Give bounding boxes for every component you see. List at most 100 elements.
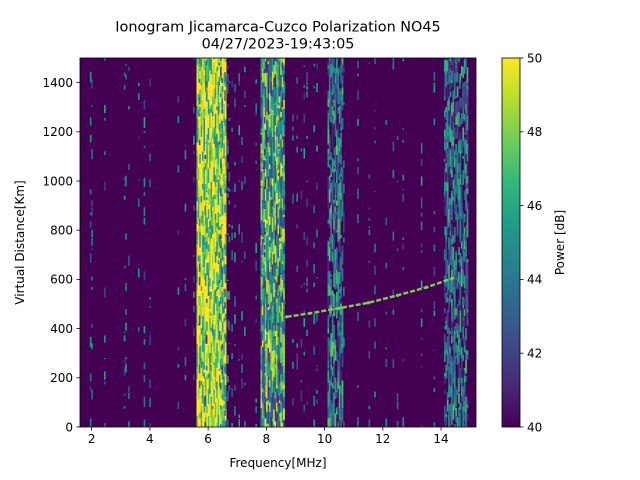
heatmap-cell bbox=[149, 179, 151, 187]
heatmap-cell bbox=[456, 58, 459, 60]
heatmap-cell bbox=[463, 376, 466, 382]
heatmap-cell bbox=[209, 311, 211, 316]
heatmap-cell bbox=[276, 192, 278, 204]
heatmap-cell bbox=[280, 243, 283, 249]
heatmap-cell bbox=[269, 295, 271, 310]
heatmap-cell bbox=[263, 88, 266, 97]
heatmap-cell bbox=[283, 401, 285, 409]
heatmap-cell bbox=[443, 284, 446, 291]
heatmap-cell bbox=[264, 261, 267, 273]
heatmap-cell bbox=[196, 290, 199, 306]
heatmap-cell bbox=[184, 357, 187, 366]
heatmap-cell bbox=[277, 407, 280, 413]
heatmap-cell bbox=[328, 58, 331, 61]
heatmap-cell bbox=[203, 58, 206, 70]
heatmap-cell bbox=[221, 109, 224, 114]
heatmap-cell bbox=[276, 183, 278, 193]
heatmap-cell bbox=[227, 419, 229, 427]
heatmap-cell bbox=[334, 282, 337, 290]
heatmap-cell bbox=[203, 141, 206, 151]
heatmap-cell bbox=[264, 363, 267, 377]
heatmap-cell bbox=[445, 202, 448, 206]
heatmap-cell bbox=[206, 203, 209, 207]
heatmap-cell bbox=[223, 291, 226, 304]
heatmap-cell bbox=[273, 212, 275, 217]
heatmap-cell bbox=[264, 384, 267, 392]
heatmap-cell bbox=[278, 400, 281, 404]
heatmap-cell bbox=[91, 389, 93, 400]
heatmap-cell bbox=[271, 215, 274, 218]
heatmap-cell bbox=[261, 160, 264, 168]
heatmap-cell bbox=[313, 313, 315, 325]
heatmap-cell bbox=[313, 395, 315, 406]
heatmap-cell bbox=[212, 233, 214, 244]
heatmap-cell bbox=[334, 196, 337, 204]
heatmap-cell bbox=[331, 366, 334, 376]
heatmap-cell bbox=[280, 263, 283, 273]
heatmap-cell bbox=[216, 172, 218, 181]
heatmap-cell bbox=[334, 93, 337, 101]
heatmap-cell bbox=[341, 352, 344, 357]
heatmap-band bbox=[443, 58, 469, 427]
heatmap-cell bbox=[266, 228, 268, 232]
heatmap-cell bbox=[204, 197, 207, 208]
heatmap-cell bbox=[197, 65, 200, 71]
heatmap-cell bbox=[221, 420, 224, 427]
heatmap-cell bbox=[271, 275, 274, 290]
heatmap-cell bbox=[278, 324, 280, 334]
heatmap-cell bbox=[210, 96, 213, 98]
heatmap-cell bbox=[463, 227, 466, 238]
heatmap-cell bbox=[334, 309, 337, 316]
heatmap-cell bbox=[300, 148, 303, 152]
heatmap-cell bbox=[273, 216, 275, 225]
heatmap-cell bbox=[396, 401, 399, 410]
heatmap-cell bbox=[207, 358, 210, 374]
heatmap-cell bbox=[459, 200, 461, 210]
heatmap-cell bbox=[465, 58, 467, 64]
heatmap-cell bbox=[306, 236, 308, 246]
heatmap-cell bbox=[466, 354, 469, 360]
heatmap-cell bbox=[216, 58, 218, 68]
chart-title: Ionogram Jicamarca-Cuzco Polarization NO… bbox=[115, 20, 440, 36]
heatmap-cell bbox=[216, 71, 218, 85]
heatmap-cell bbox=[210, 362, 213, 366]
heatmap-cell bbox=[327, 315, 330, 318]
heatmap-cell bbox=[337, 402, 340, 418]
heatmap-cell bbox=[224, 164, 227, 167]
heatmap-cell bbox=[220, 362, 223, 376]
heatmap-cell bbox=[283, 142, 285, 155]
heatmap-cell bbox=[267, 79, 270, 94]
heatmap-cell bbox=[200, 234, 203, 244]
heatmap-cell bbox=[266, 223, 268, 229]
heatmap-cell bbox=[338, 326, 341, 332]
heatmap-cell bbox=[202, 249, 204, 252]
heatmap-cell bbox=[209, 69, 211, 78]
heatmap-cell bbox=[217, 331, 220, 339]
heatmap-cell bbox=[255, 424, 257, 427]
heatmap-cell bbox=[221, 365, 224, 375]
heatmap-cell bbox=[462, 271, 465, 284]
heatmap-cell bbox=[203, 103, 206, 110]
heatmap-cell bbox=[451, 321, 453, 328]
heatmap-cell bbox=[306, 180, 308, 183]
heatmap-cell bbox=[337, 188, 340, 192]
heatmap-cell bbox=[213, 329, 216, 341]
heatmap-cell bbox=[214, 147, 217, 161]
heatmap-cell bbox=[261, 153, 263, 157]
heatmap-cell bbox=[221, 344, 224, 350]
heatmap-cell bbox=[333, 252, 335, 265]
heatmap-cell bbox=[446, 279, 449, 295]
heatmap-cell bbox=[200, 58, 203, 59]
heatmap-cell bbox=[269, 177, 271, 192]
heatmap-cell bbox=[197, 197, 200, 207]
heatmap-cell bbox=[91, 237, 93, 246]
heatmap-cell bbox=[264, 176, 267, 180]
heatmap-cell bbox=[465, 274, 467, 290]
heatmap-cell bbox=[219, 418, 221, 427]
heatmap-cell bbox=[207, 235, 210, 238]
heatmap-cell bbox=[392, 359, 395, 368]
heatmap-cell bbox=[264, 295, 267, 298]
heatmap-cell bbox=[338, 141, 341, 152]
heatmap-cell bbox=[219, 216, 221, 224]
heatmap-cell bbox=[278, 133, 280, 144]
